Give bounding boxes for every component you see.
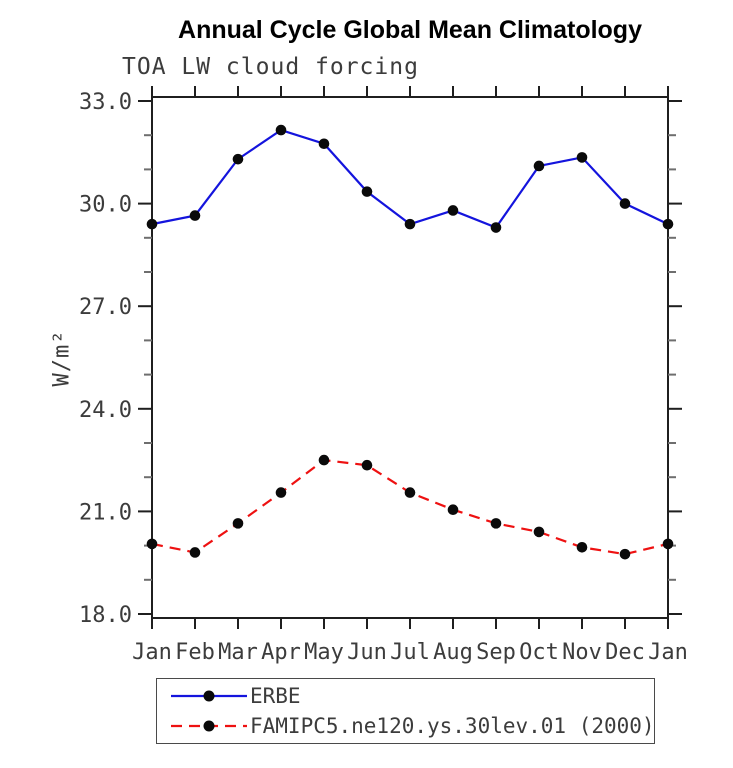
data-point-0 [576, 152, 588, 163]
x-tick-label: Jan [648, 640, 688, 665]
legend-label-erbe: ERBE [250, 684, 301, 708]
legend: ERBE FAMIPC5.ne120.ys.30lev.01 (2000) [156, 678, 655, 744]
legend-item-model: FAMIPC5.ne120.ys.30lev.01 (2000) [157, 711, 655, 741]
x-tick-label: Nov [562, 640, 602, 665]
y-tick-label: 27.0 [79, 295, 132, 320]
y-tick-label: 24.0 [79, 398, 132, 423]
x-tick-label: Aug [433, 640, 473, 665]
data-point-0 [361, 186, 373, 197]
data-point-0 [232, 153, 244, 165]
data-point-1 [619, 548, 631, 560]
legend-swatch-solid-line-icon [171, 690, 247, 702]
y-tick-label: 21.0 [79, 500, 132, 525]
data-point-1 [662, 538, 674, 550]
data-point-1 [404, 487, 416, 498]
chart-title: Annual Cycle Global Mean Climatology [178, 16, 642, 44]
axis-frame [151, 96, 669, 619]
data-point-1 [576, 542, 588, 553]
data-point-0 [533, 160, 545, 172]
data-point-0 [490, 222, 502, 233]
data-point-1 [146, 538, 158, 550]
data-point-0 [662, 218, 674, 230]
y-tick-label: 18.0 [79, 603, 132, 628]
data-point-0 [404, 218, 416, 230]
data-point-1 [189, 547, 201, 558]
data-point-1 [533, 526, 545, 538]
x-tick-label: Dec [605, 640, 645, 665]
legend-label-model: FAMIPC5.ne120.ys.30lev.01 (2000) [250, 714, 655, 738]
data-point-0 [619, 198, 631, 209]
data-point-1 [275, 487, 287, 498]
x-tick-label: Jun [347, 640, 387, 665]
x-tick-label: Feb [175, 640, 215, 665]
data-point-1 [447, 504, 459, 515]
data-point-0 [275, 124, 287, 136]
data-point-0 [447, 205, 459, 216]
y-tick-label: 30.0 [79, 193, 132, 218]
x-tick-label: May [304, 640, 344, 665]
x-tick-label: Apr [261, 640, 301, 665]
y-tick-label: 33.0 [79, 90, 132, 115]
data-point-1 [232, 518, 244, 529]
data-point-1 [490, 518, 502, 529]
series-line-1 [151, 458, 669, 556]
data-point-0 [189, 210, 201, 221]
x-tick-label: Oct [519, 640, 559, 665]
series-line-0 [151, 128, 669, 229]
legend-item-erbe: ERBE [157, 681, 654, 711]
data-point-1 [361, 459, 373, 471]
x-tick-label: Jan [132, 640, 172, 665]
chart-subtitle: TOA LW cloud forcing [122, 54, 419, 80]
data-point-1 [318, 454, 330, 466]
x-tick-label: Jul [390, 640, 430, 665]
data-point-0 [146, 218, 158, 230]
x-tick-label: Mar [218, 640, 258, 665]
data-point-0 [318, 138, 330, 150]
x-tick-label: Sep [476, 640, 516, 665]
legend-swatch-dashed-line-icon [171, 720, 247, 732]
